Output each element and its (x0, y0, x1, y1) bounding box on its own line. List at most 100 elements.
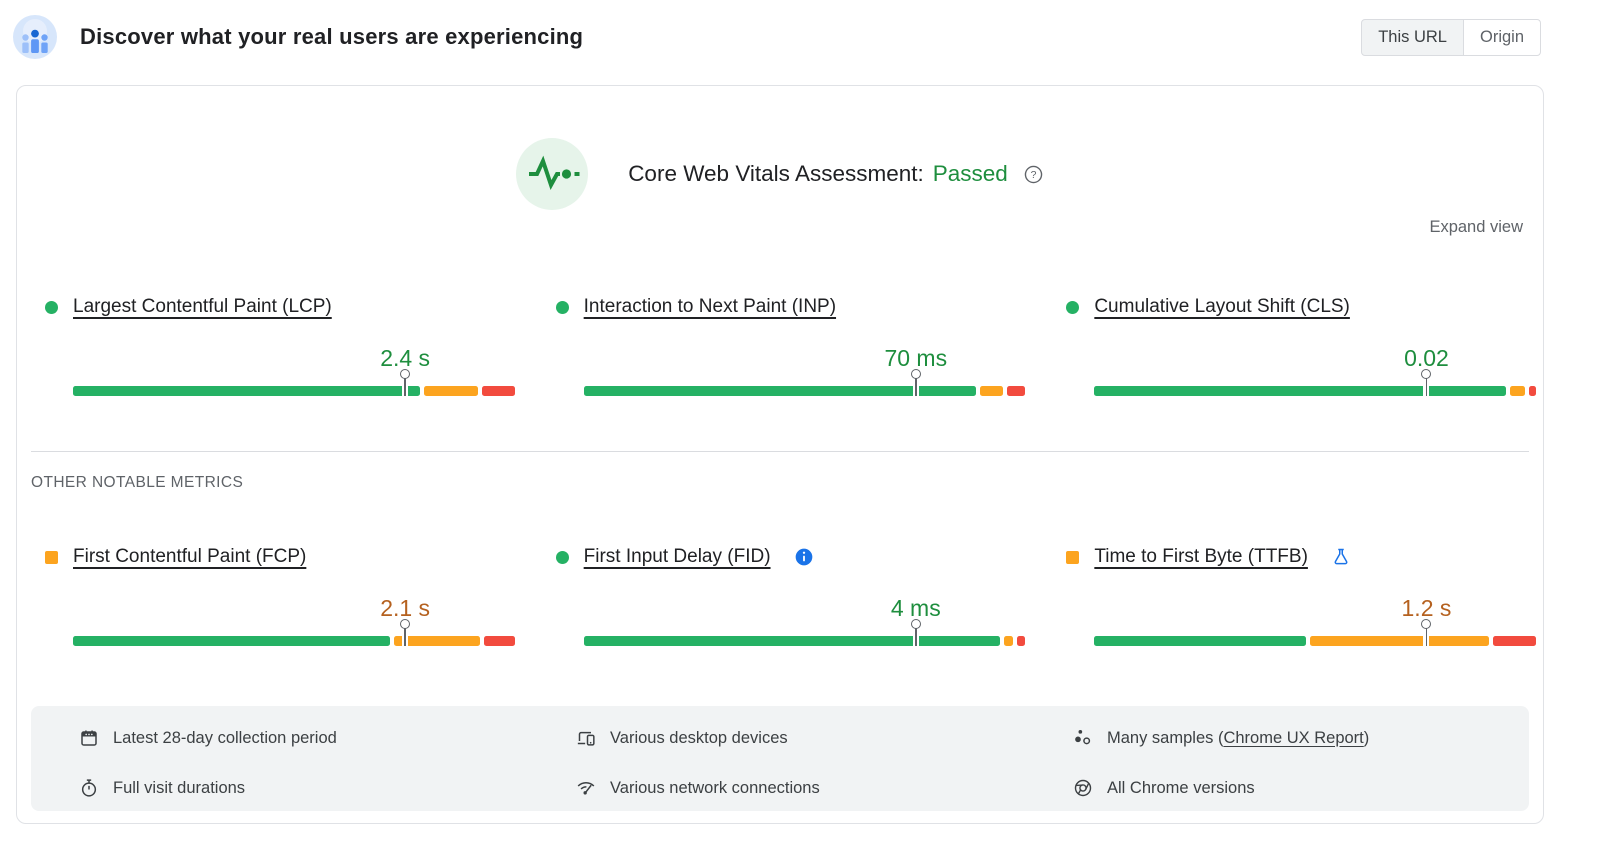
segment-good (73, 636, 391, 646)
distribution-bar (73, 369, 515, 397)
other-metrics-grid: First Contentful Paint (FCP) 2.1 s First… (45, 542, 1536, 647)
scope-toggle: This URL Origin (1361, 18, 1541, 56)
header: Discover what your real users are experi… (0, 0, 1600, 62)
status-bullet (45, 300, 58, 314)
metric-link-fid[interactable]: First Input Delay (FID) (583, 546, 771, 567)
network-icon (577, 782, 595, 795)
collection-info-footer: Latest 28-day collection period Various d… (31, 706, 1529, 811)
metric-body: 1.2 s (1094, 595, 1536, 647)
footer-item-text: Many samples (Chrome UX Report) (1107, 728, 1370, 747)
core-web-vitals-grid: Largest Contentful Paint (LCP) 2.4 s Int… (45, 292, 1536, 397)
samples-icon (1075, 730, 1091, 745)
metric-link-inp[interactable]: Interaction to Next Paint (INP) (583, 296, 837, 317)
footer-item-text: Various network connections (610, 778, 820, 797)
timer-icon (81, 779, 97, 797)
calendar-icon (81, 730, 97, 746)
status-bullet (1066, 550, 1080, 564)
page-title: Discover what your real users are experi… (80, 24, 584, 49)
status-bullet (45, 550, 58, 564)
footer-item-text: All Chrome versions (1107, 778, 1255, 797)
toggle-this-url-button[interactable]: This URL (1361, 18, 1464, 56)
metric-body: 4 ms (583, 595, 1026, 647)
metric-body: 2.1 s (73, 595, 515, 647)
segment-poor (1528, 386, 1536, 396)
segment-good (1094, 386, 1506, 396)
chrome-ux-report-link[interactable]: Chrome UX Report (1223, 728, 1364, 747)
segment-needs-improvement (394, 636, 481, 646)
toggle-origin-button[interactable]: Origin (1462, 18, 1541, 56)
metric-head: Time to First Byte (TTFB) (1066, 542, 1536, 572)
footer-item-timer: Full visit durations (79, 769, 576, 807)
footer-item-calendar: Latest 28-day collection period (79, 719, 576, 757)
metric-value: 70 ms (884, 345, 948, 371)
metric-link-ttfb[interactable]: Time to First Byte (TTFB) (1094, 546, 1308, 567)
assessment-result: Passed (932, 161, 1008, 186)
distribution-bar (73, 619, 515, 647)
segment-poor (1493, 636, 1536, 646)
footer-item-network: Various network connections (576, 769, 1073, 807)
help-icon[interactable]: ? (1023, 164, 1044, 185)
footer-item-text: Various desktop devices (610, 728, 788, 747)
segment-needs-improvement (423, 386, 478, 396)
footer-item-text: Latest 28-day collection period (113, 728, 337, 747)
metric-inp: Interaction to Next Paint (INP) 70 ms (555, 292, 1026, 397)
segment-poor (1006, 386, 1026, 396)
metric-head: Cumulative Layout Shift (CLS) (1066, 292, 1536, 322)
segment-needs-improvement (979, 386, 1003, 396)
metric-body: 70 ms (583, 345, 1026, 397)
metric-body: 2.4 s (73, 345, 515, 397)
metric-value: 0.02 (1404, 345, 1449, 371)
devices-icon (577, 731, 595, 746)
segment-needs-improvement (1004, 636, 1013, 646)
segment-poor (1016, 636, 1026, 646)
metric-fcp: First Contentful Paint (FCP) 2.1 s (45, 542, 515, 647)
expand-view-button[interactable]: Expand view (1429, 218, 1523, 236)
distribution-bar (583, 369, 1026, 397)
distribution-bar (1094, 619, 1536, 647)
metric-value: 4 ms (890, 595, 941, 621)
other-metrics-heading: OTHER NOTABLE METRICS (31, 474, 244, 491)
metric-link-lcp[interactable]: Largest Contentful Paint (LCP) (73, 296, 332, 317)
metric-value: 2.1 s (380, 595, 431, 621)
field-data-card: Core Web Vitals Assessment: Passed ? Exp… (16, 85, 1544, 824)
cwv-assessment-header: Core Web Vitals Assessment: Passed ? (17, 138, 1543, 210)
segment-needs-improvement (1509, 386, 1525, 396)
metric-cls: Cumulative Layout Shift (CLS) 0.02 (1066, 292, 1536, 397)
chrome-icon (1074, 779, 1092, 797)
segment-needs-improvement (1310, 636, 1490, 646)
section-divider (31, 451, 1529, 452)
info-icon[interactable] (794, 547, 814, 567)
pulse-icon (516, 138, 589, 210)
distribution-bar (1094, 369, 1536, 397)
segment-poor (484, 636, 515, 646)
metric-head: First Contentful Paint (FCP) (45, 542, 515, 572)
metric-lcp: Largest Contentful Paint (LCP) 2.4 s (45, 292, 515, 397)
metric-link-fcp[interactable]: First Contentful Paint (FCP) (73, 546, 307, 567)
segment-good (583, 636, 1001, 646)
metric-head: Largest Contentful Paint (LCP) (45, 292, 515, 322)
metric-body: 0.02 (1094, 345, 1536, 397)
footer-item-samples: Many samples (Chrome UX Report) (1073, 719, 1529, 757)
footer-item-devices: Various desktop devices (576, 719, 1073, 757)
metric-head: First Input Delay (FID) (555, 542, 1026, 572)
footer-item-chrome: All Chrome versions (1073, 769, 1529, 807)
metric-value: 1.2 s (1401, 595, 1452, 621)
svg-text:?: ? (1030, 169, 1036, 181)
segment-good (1094, 636, 1307, 646)
status-bullet (1066, 300, 1080, 314)
distribution-bar (583, 619, 1026, 647)
status-bullet (555, 550, 569, 564)
metric-head: Interaction to Next Paint (INP) (555, 292, 1026, 322)
segment-good (583, 386, 976, 396)
metric-link-cls[interactable]: Cumulative Layout Shift (CLS) (1094, 296, 1350, 317)
footer-item-text: Full visit durations (113, 778, 246, 797)
metric-ttfb: Time to First Byte (TTFB) 1.2 s (1066, 542, 1536, 647)
metric-value: 2.4 s (380, 345, 431, 371)
status-bullet (555, 300, 569, 314)
field-users-logo-icon (13, 15, 57, 59)
flask-icon[interactable] (1331, 547, 1351, 567)
expand-view-row: Expand view (17, 218, 1543, 242)
segment-poor (482, 386, 515, 396)
metric-fid: First Input Delay (FID) 4 ms (555, 542, 1026, 647)
assessment-label: Core Web Vitals Assessment: (628, 161, 924, 186)
